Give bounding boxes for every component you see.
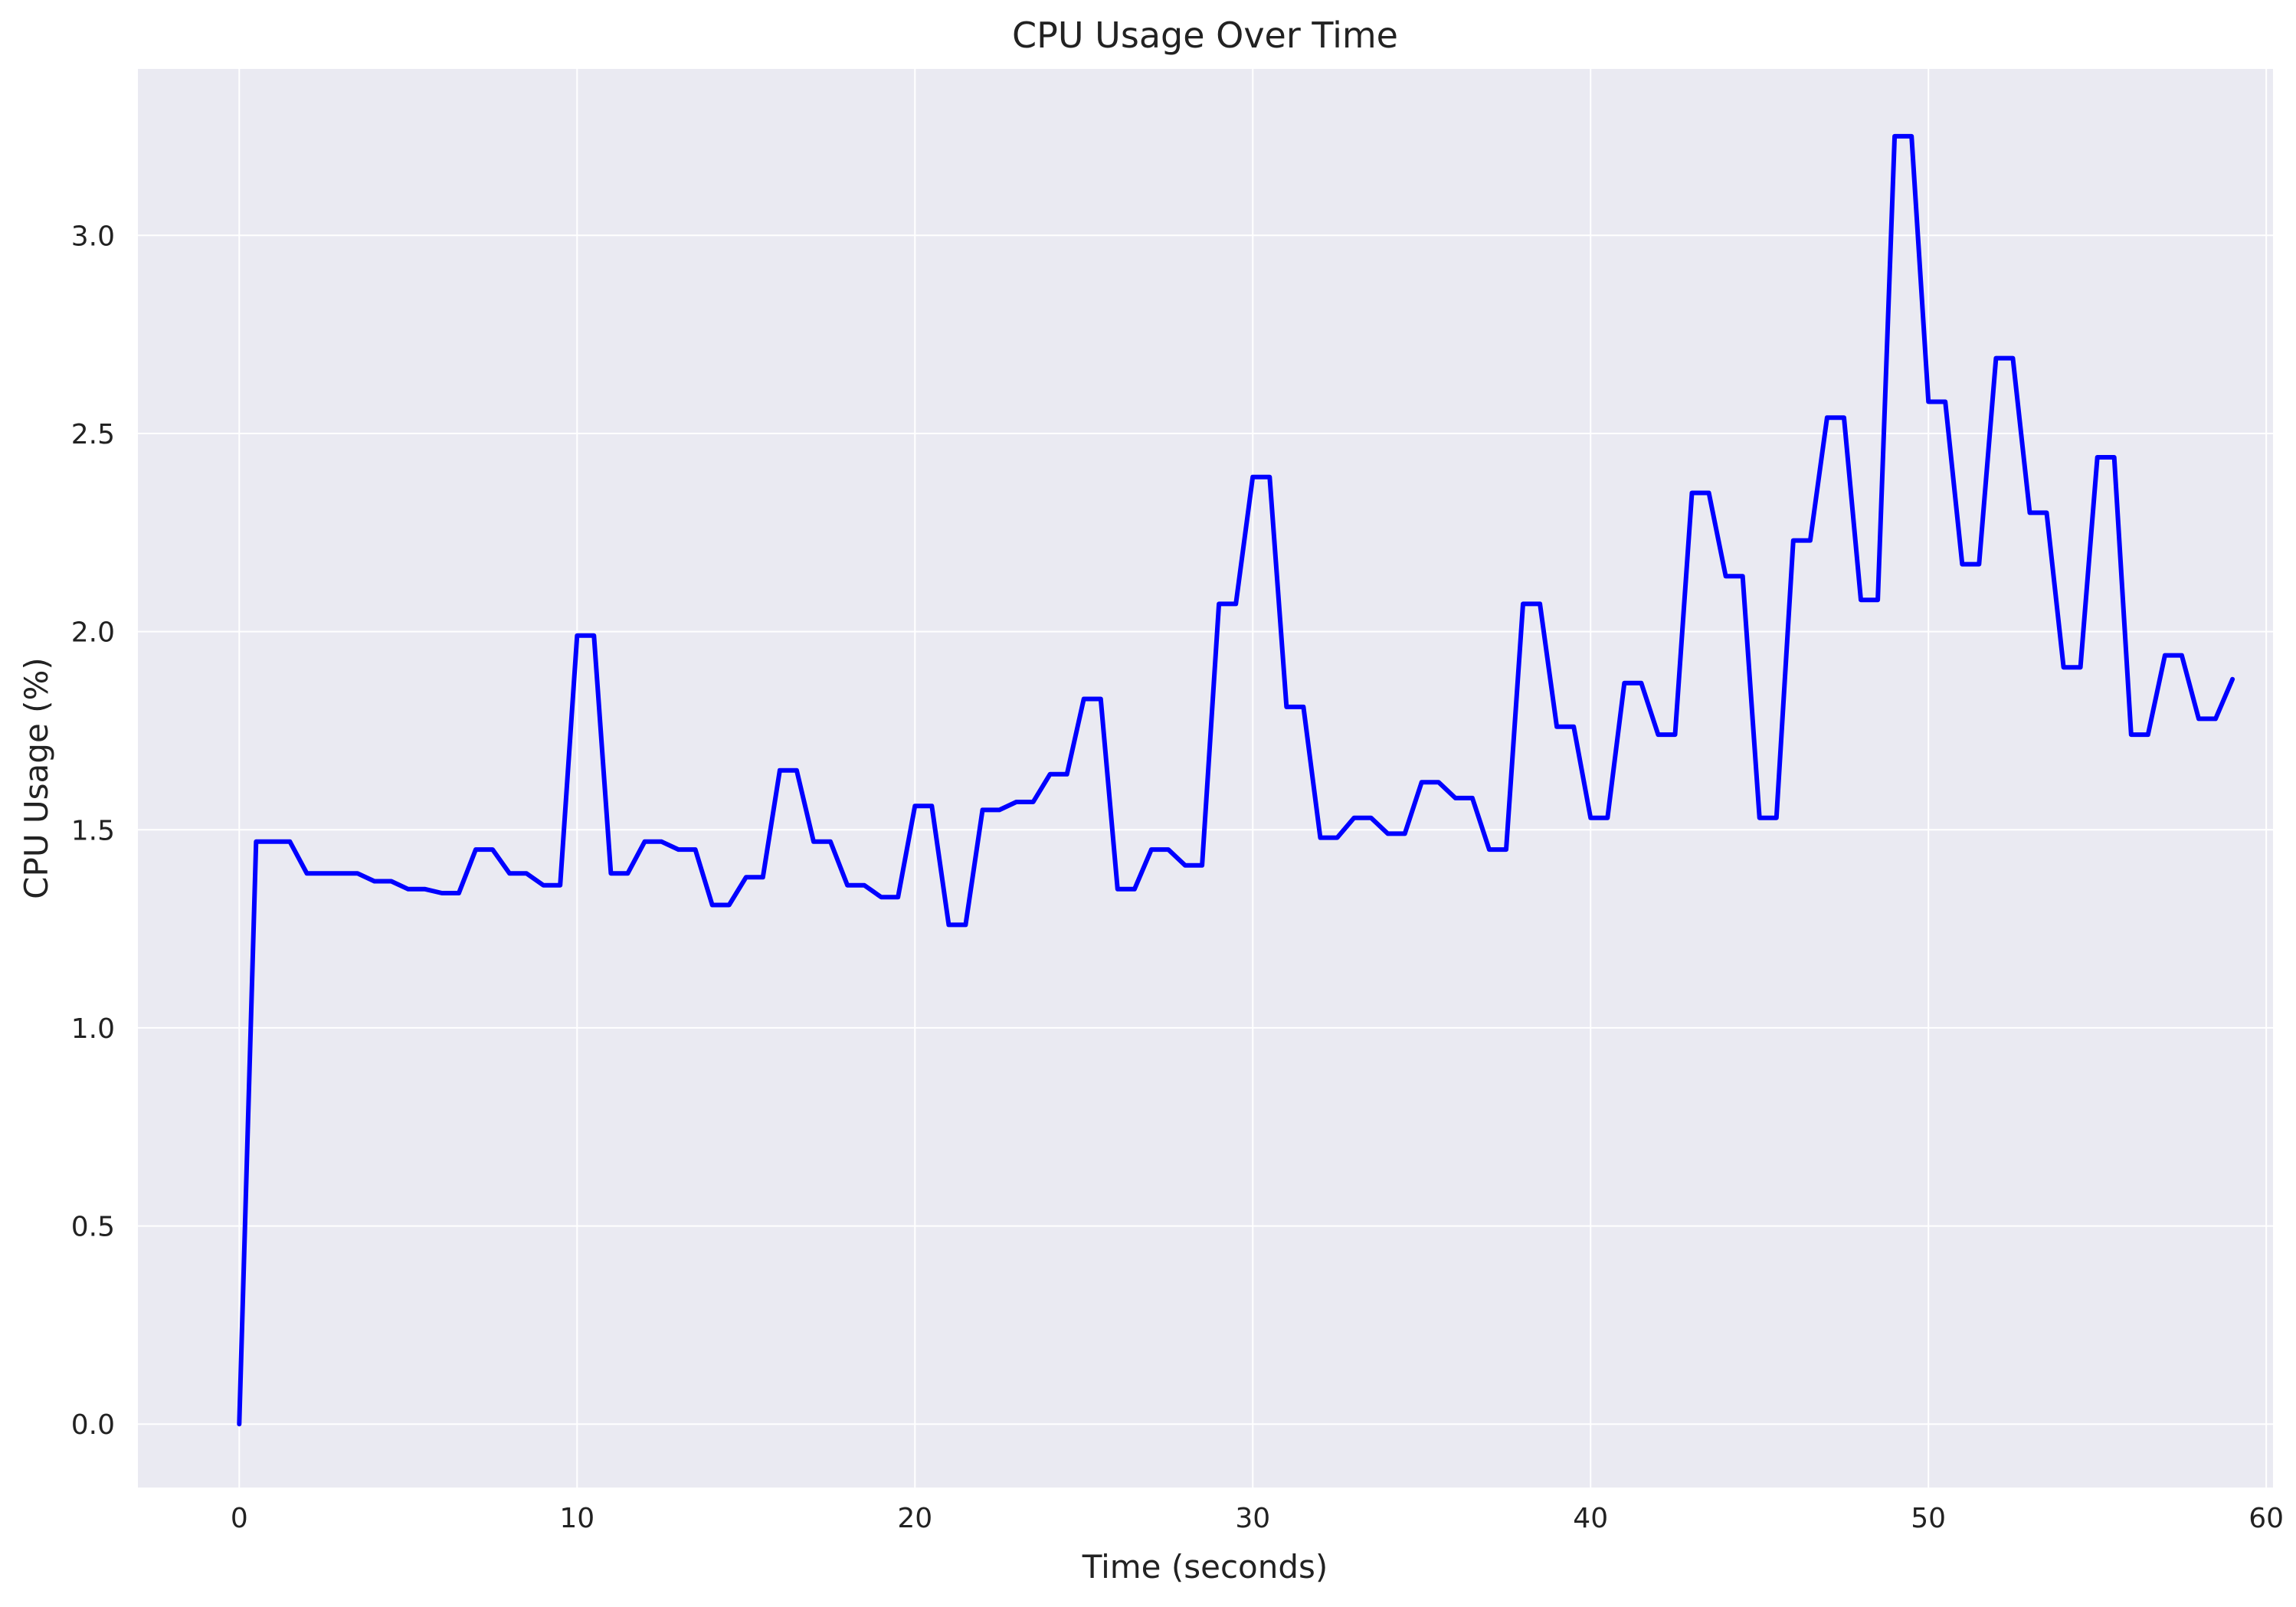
y-tick-label: 1.5	[71, 815, 115, 846]
x-tick-label: 10	[559, 1503, 594, 1534]
chart-title: CPU Usage Over Time	[1012, 15, 1398, 56]
x-axis-label: Time (seconds)	[1082, 1548, 1328, 1586]
y-tick-label: 0.0	[71, 1409, 115, 1441]
y-tick-label: 1.0	[71, 1013, 115, 1045]
x-axis-ticks: 0 10 20 30 40 50 60	[231, 1503, 2284, 1534]
x-tick-label: 30	[1235, 1503, 1270, 1534]
series-group	[237, 133, 2235, 1427]
x-tick-label: 0	[231, 1503, 248, 1534]
y-tick-label: 2.0	[71, 617, 115, 649]
y-tick-label: 3.0	[71, 221, 115, 252]
x-tick-label: 50	[1911, 1503, 1946, 1534]
y-axis-ticks: 0.0 0.5 1.0 1.5 2.0 2.5 3.0	[71, 221, 115, 1441]
cpu-usage-series-line	[237, 133, 2235, 1427]
y-tick-label: 2.5	[71, 419, 115, 450]
x-tick-label: 20	[897, 1503, 932, 1534]
x-tick-label: 40	[1573, 1503, 1608, 1534]
y-tick-label: 0.5	[71, 1212, 115, 1243]
y-axis-label: CPU Usage (%)	[18, 657, 55, 899]
x-tick-label: 60	[2249, 1503, 2284, 1534]
